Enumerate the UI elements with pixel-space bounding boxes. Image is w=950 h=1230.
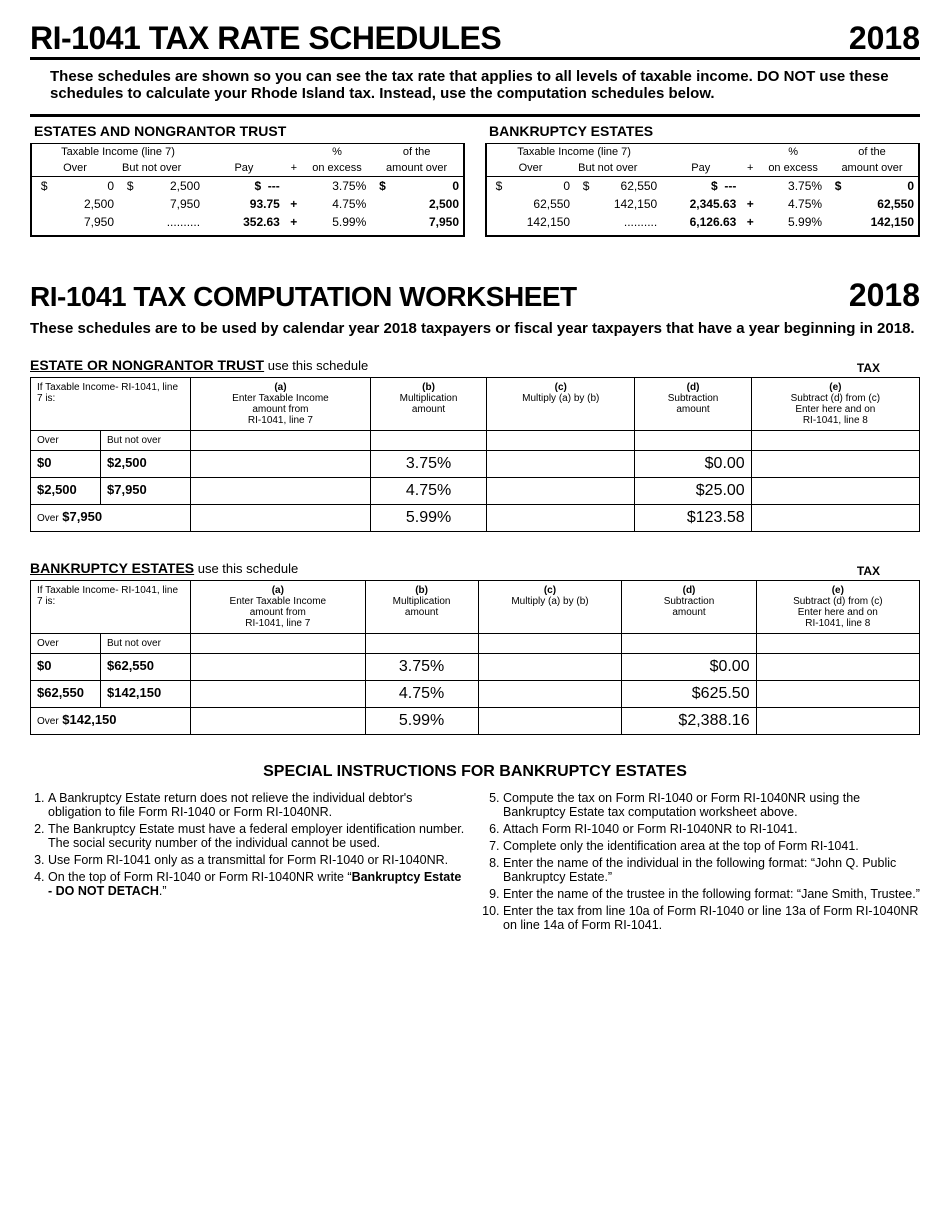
instruction-item: On the top of Form RI-1040 or Form RI-10… [48,870,465,898]
hdr-bno: But not over [118,160,204,177]
col-e: (e)Subtract (d) from (c)Enter here and o… [751,378,919,431]
bank-ws-sub: use this schedule [194,561,298,576]
col-d: (d)Subtractionamount [635,378,751,431]
estate-ws-title: ESTATE OR NONGRANTOR TRUST [30,357,264,373]
tax-label: TAX [857,361,880,375]
table-row: $0$62,5503.75%$0.00 [31,654,920,681]
main-title: RI-1041 TAX RATE SCHEDULES [30,20,501,57]
hdr-plus: + [284,160,304,177]
instruction-item: Compute the tax on Form RI-1040 or Form … [503,791,920,819]
instruction-item: Complete only the identification area at… [503,839,920,853]
estate-ws-header: ESTATE OR NONGRANTOR TRUST use this sche… [30,357,920,375]
hdr-taxable: Taxable Income (line 7) [32,144,204,161]
bankruptcy-rate-table: Taxable Income (line 7) % of the Over Bu… [487,143,918,231]
table-row: $0$2,5003.75%$0.00 [31,451,920,478]
bank-ws-table: If Taxable Income- RI-1041, line 7 is: (… [30,580,920,735]
instructions-left: A Bankruptcy Estate return does not reli… [30,791,465,935]
table-row: Over $142,1505.99%$2,388.16 [31,708,920,735]
instruction-item: Attach Form RI-1040 or Form RI-1040NR to… [503,822,920,836]
hdr-amtover: amount over [370,160,463,177]
estate-ws-table: If Taxable Income- RI-1041, line 7 is: (… [30,377,920,532]
title-row: RI-1041 TAX RATE SCHEDULES 2018 [30,20,920,60]
instruction-item: Enter the name of the trustee in the fol… [503,887,920,901]
col-if: If Taxable Income- RI-1041, line 7 is: [31,378,191,431]
year: 2018 [849,20,920,57]
bank-ws-header: BANKRUPTCY ESTATES use this schedule TAX [30,560,920,578]
instruction-item: Use Form RI-1041 only as a transmittal f… [48,853,465,867]
worksheet-title: RI-1041 TAX COMPUTATION WORKSHEET [30,281,577,313]
worksheet-title-row: RI-1041 TAX COMPUTATION WORKSHEET 2018 [30,277,920,314]
bank-ws-title: BANKRUPTCY ESTATES [30,560,194,576]
hdr-onex: on excess [304,160,370,177]
tax-label-2: TAX [857,564,880,578]
estates-rate-table: Taxable Income (line 7) % of the Over Bu… [32,143,463,231]
worksheet-year: 2018 [849,277,920,314]
table-row: $62,550$142,1504.75%$625.50 [31,681,920,708]
bankruptcy-title: BANKRUPTCY ESTATES [485,123,920,143]
hdr-pct: % [304,144,370,161]
estates-schedule: ESTATES AND NONGRANTOR TRUST Taxable Inc… [30,123,465,237]
rate-schedules-row: ESTATES AND NONGRANTOR TRUST Taxable Inc… [30,114,920,237]
hdr-of-the: of the [370,144,463,161]
bankruptcy-schedule: BANKRUPTCY ESTATES Taxable Income (line … [485,123,920,237]
instruction-item: Enter the tax from line 10a of Form RI-1… [503,904,920,932]
special-title: SPECIAL INSTRUCTIONS FOR BANKRUPTCY ESTA… [30,763,920,781]
instructions-right: Compute the tax on Form RI-1040 or Form … [485,791,920,935]
table-row: $2,500$7,9504.75%$25.00 [31,478,920,505]
estates-title: ESTATES AND NONGRANTOR TRUST [30,123,465,143]
col-a: (a)Enter Taxable Incomeamount fromRI-104… [191,378,371,431]
hdr-pay: Pay [204,160,284,177]
instruction-item: A Bankruptcy Estate return does not reli… [48,791,465,819]
table-row: Over $7,9505.99%$123.58 [31,505,920,532]
intro-text: These schedules are shown so you can see… [30,68,920,102]
instruction-item: Enter the name of the individual in the … [503,856,920,884]
hdr-over: Over [32,160,118,177]
estate-ws-sub: use this schedule [264,358,368,373]
worksheet-intro: These schedules are to be used by calend… [30,320,920,337]
instruction-item: The Bankruptcy Estate must have a federa… [48,822,465,850]
col-b: (b)Multiplicationamount [370,378,486,431]
instructions: A Bankruptcy Estate return does not reli… [30,791,920,935]
col-c: (c)Multiply (a) by (b) [487,378,635,431]
